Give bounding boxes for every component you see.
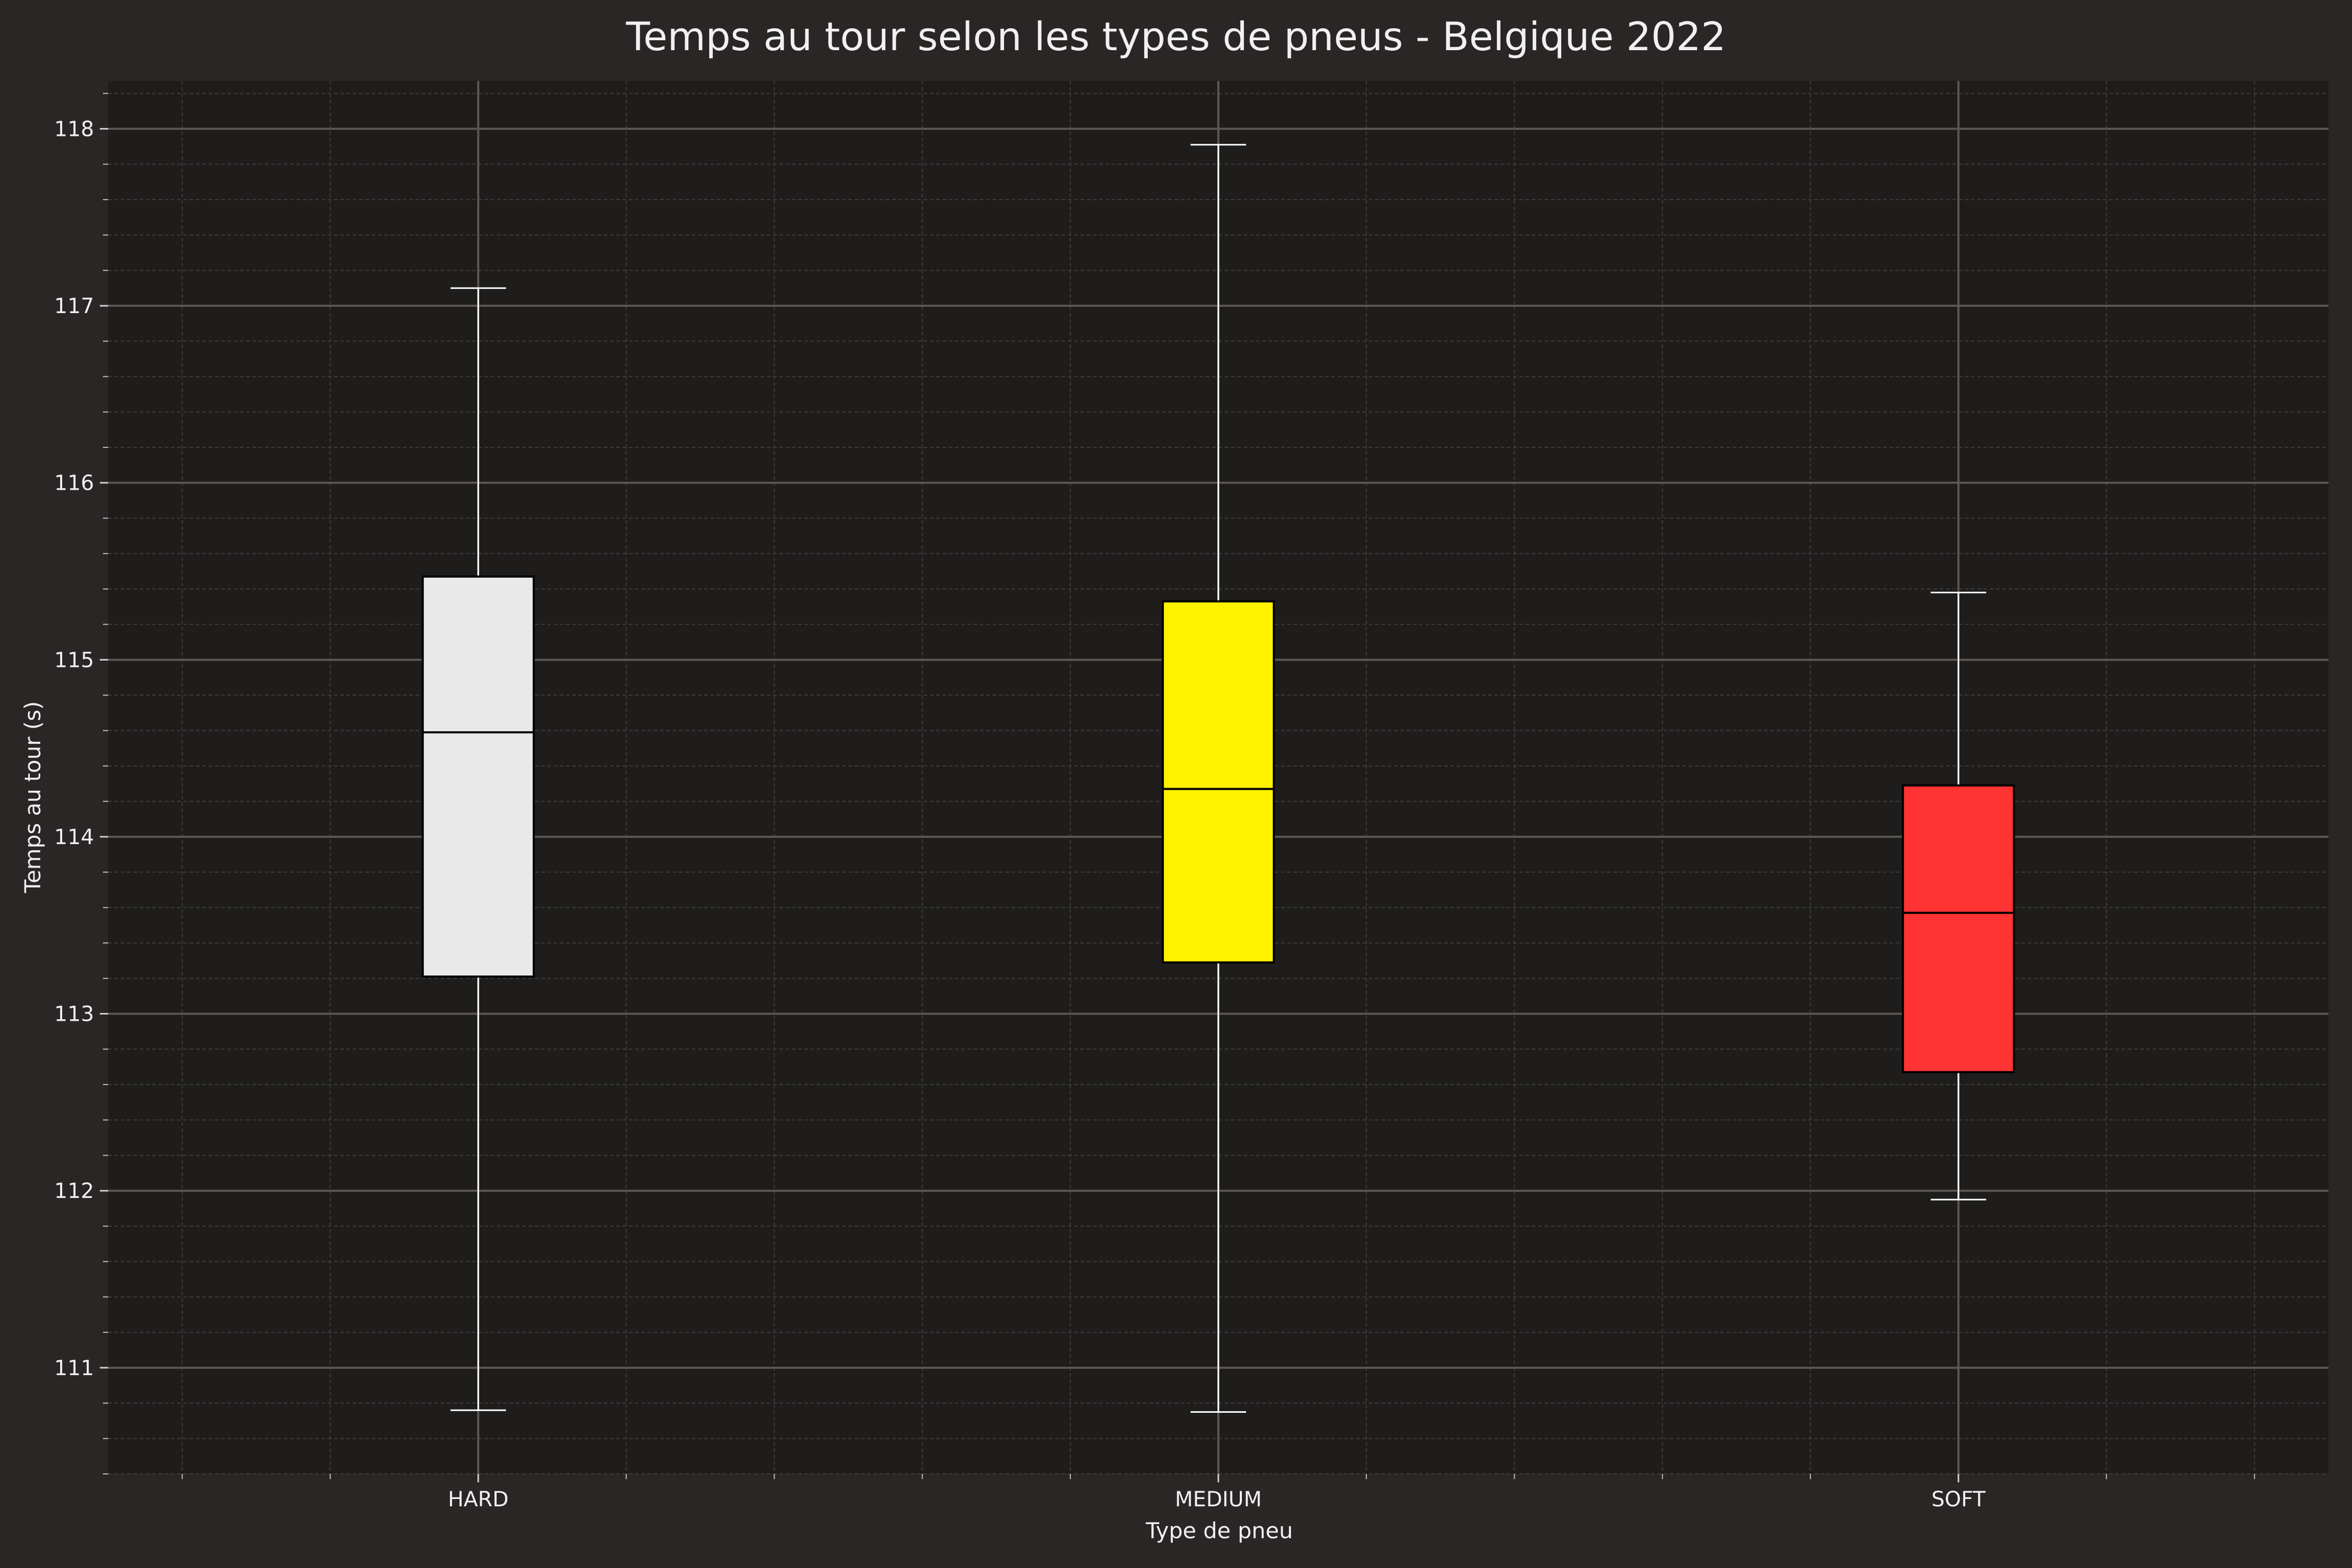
- box-soft: [1901, 784, 2015, 1074]
- x-axis-label: Type de pneu: [1145, 1518, 1293, 1543]
- axis-layer: 111 112 113 114 115 116 117 118 HARD MEDIUM SOFT: [54, 93, 2255, 1512]
- y-tick-label: 113: [54, 1002, 94, 1027]
- box-hard: [421, 575, 535, 978]
- y-tick-label: 116: [54, 471, 94, 495]
- chart-title: Temps au tour selon les types de pneus -…: [626, 14, 1726, 60]
- x-tick-label: MEDIUM: [1175, 1488, 1262, 1512]
- y-tick-label: 117: [54, 294, 94, 318]
- y-tick-label: 114: [54, 825, 94, 849]
- y-tick-label: 111: [54, 1356, 94, 1380]
- x-tick-label: HARD: [448, 1488, 509, 1512]
- y-tick-label: 112: [54, 1179, 94, 1203]
- y-tick-label: 115: [54, 648, 94, 672]
- y-axis-label: Temps au tour (s): [20, 701, 45, 894]
- x-tick-label: SOFT: [1931, 1488, 1986, 1512]
- y-tick-label: 118: [54, 117, 94, 141]
- box-medium: [1161, 600, 1275, 964]
- box-layer: [421, 144, 2015, 1413]
